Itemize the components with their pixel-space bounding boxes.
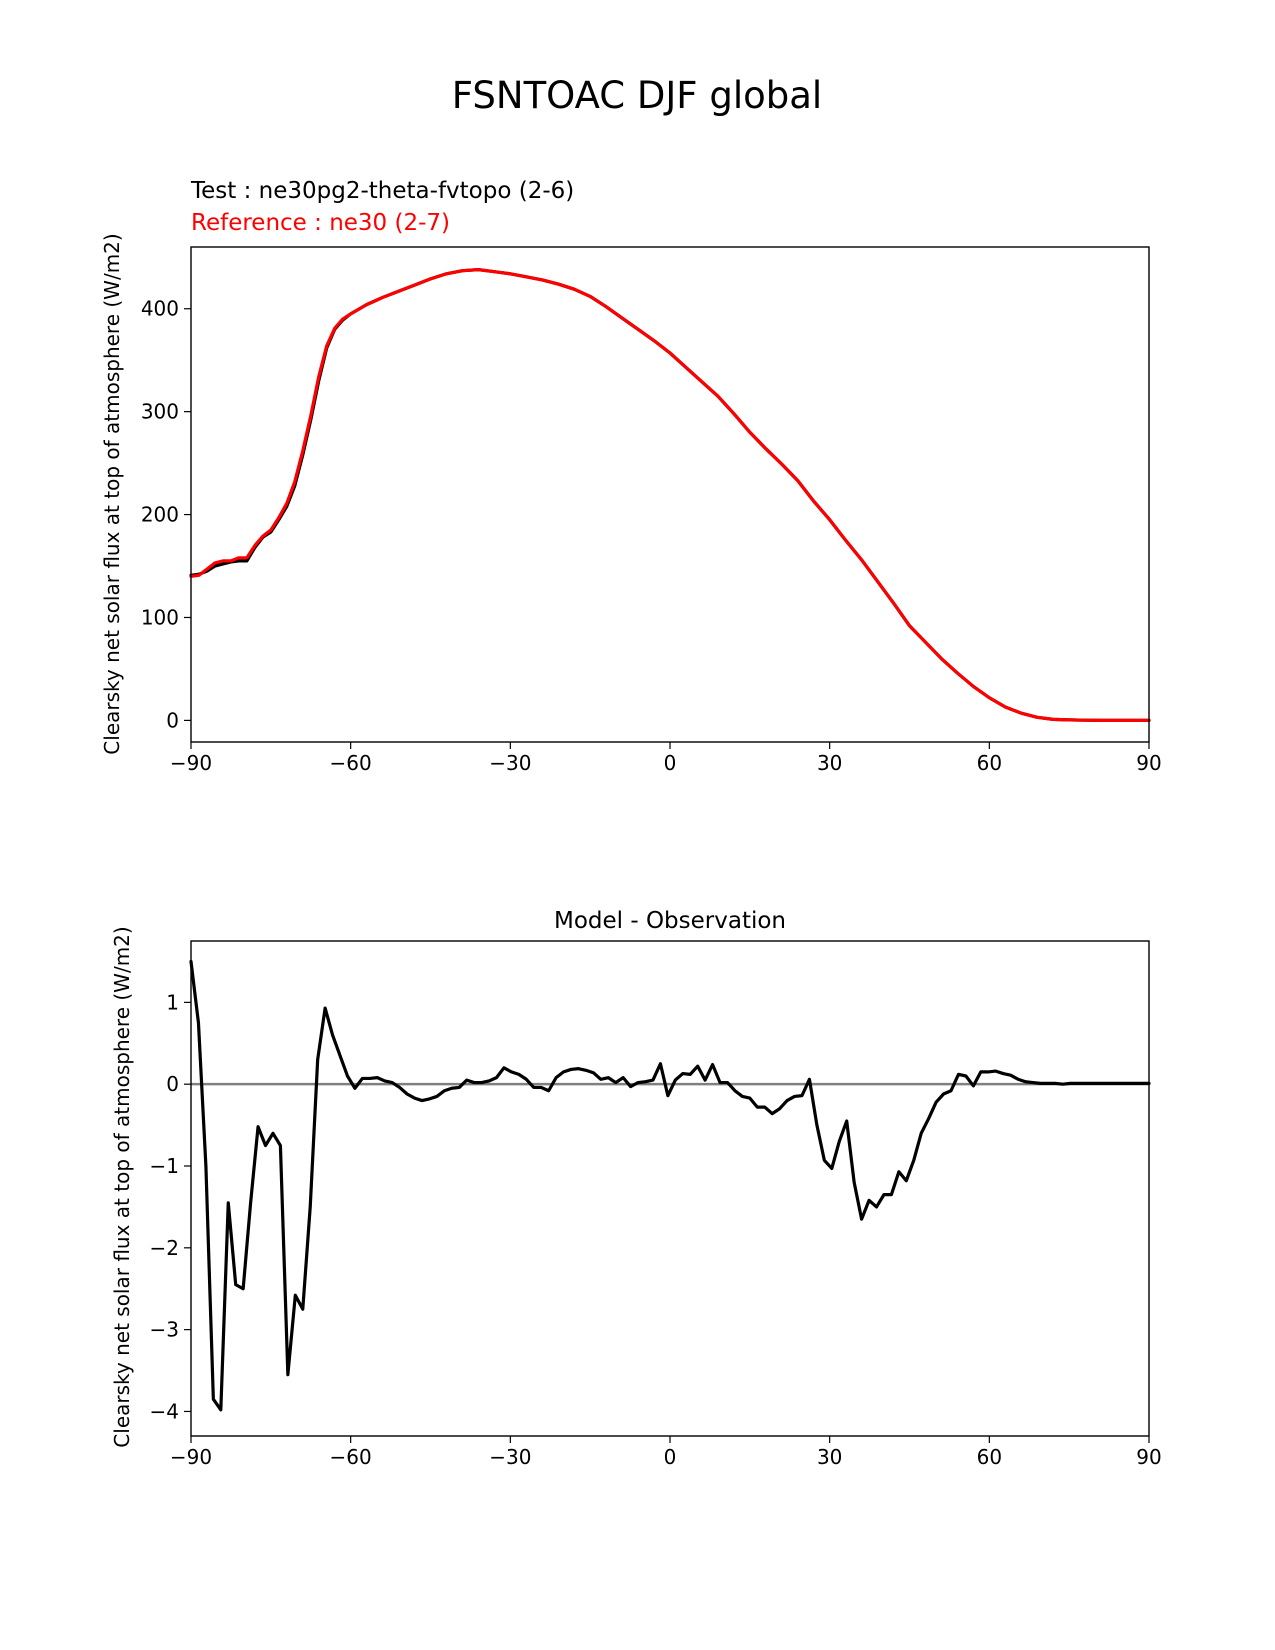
bottom-panel-frame xyxy=(190,940,1150,1437)
bottom-panel-ytick-label: −1 xyxy=(150,1154,179,1178)
top-panel-xtick-label: −60 xyxy=(330,751,372,775)
top-panel-reference-title: Reference : ne30 (2-7) xyxy=(191,210,450,236)
top-panel-xtick-label: 0 xyxy=(664,751,677,775)
bottom-panel-title: Model - Observation xyxy=(554,908,786,934)
bottom-panel-ytick-label: 1 xyxy=(166,990,179,1014)
bottom-panel-ytick-label: −3 xyxy=(150,1318,179,1342)
top-panel-xtick-label: 30 xyxy=(817,751,842,775)
bottom-panel-xtick-label: −30 xyxy=(489,1445,531,1469)
top-panel-ticks: −90 −60 −30 0 30 60 90 0 100 200 300 400 xyxy=(141,297,1162,775)
top-panel-series xyxy=(189,268,1151,722)
bottom-panel-ylabel: Clearsky net solar flux at top of atmosp… xyxy=(110,926,134,1447)
bottom-panel: Model - Observation Clearsky net solar f… xyxy=(110,908,1162,1469)
bottom-panel-ticks: −90 −60 −30 0 30 60 90 −4 −3 −2 −1 0 1 xyxy=(150,990,1162,1469)
bottom-panel-xtick-label: −90 xyxy=(170,1445,212,1469)
bottom-panel-series-line xyxy=(189,959,1151,1412)
top-panel-ytick-label: 400 xyxy=(141,297,179,321)
top-panel-ytick-label: 300 xyxy=(141,400,179,424)
top-panel-xtick-label: −30 xyxy=(489,751,531,775)
top-panel-xtick-label: 90 xyxy=(1136,751,1161,775)
bottom-panel-ytick-label: −2 xyxy=(150,1236,179,1260)
top-panel-ytick-label: 200 xyxy=(141,503,179,527)
bottom-panel-xtick-label: 30 xyxy=(817,1445,842,1469)
figure-title: FSNTOAC DJF global xyxy=(452,74,822,117)
top-panel-test-title: Test : ne30pg2-theta-fvtopo (2-6) xyxy=(190,178,574,204)
top-panel-xtick-label: −90 xyxy=(170,751,212,775)
bottom-panel-ytick-label: −4 xyxy=(150,1399,179,1423)
bottom-panel-ytick-label: 0 xyxy=(166,1072,179,1096)
top-panel-frame xyxy=(190,246,1150,743)
top-panel: Test : ne30pg2-theta-fvtopo (2-6) Refere… xyxy=(100,178,1162,775)
top-panel-series-line xyxy=(189,268,1151,722)
bottom-panel-series xyxy=(189,959,1151,1412)
top-panel-xtick-label: 60 xyxy=(977,751,1002,775)
top-panel-ylabel: Clearsky net solar flux at top of atmosp… xyxy=(100,233,124,754)
top-panel-ytick-label: 100 xyxy=(141,605,179,629)
bottom-panel-xtick-label: 60 xyxy=(977,1445,1002,1469)
bottom-panel-xtick-label: −60 xyxy=(330,1445,372,1469)
top-panel-ytick-label: 0 xyxy=(166,708,179,732)
bottom-panel-xtick-label: 90 xyxy=(1136,1445,1161,1469)
bottom-panel-xtick-label: 0 xyxy=(664,1445,677,1469)
